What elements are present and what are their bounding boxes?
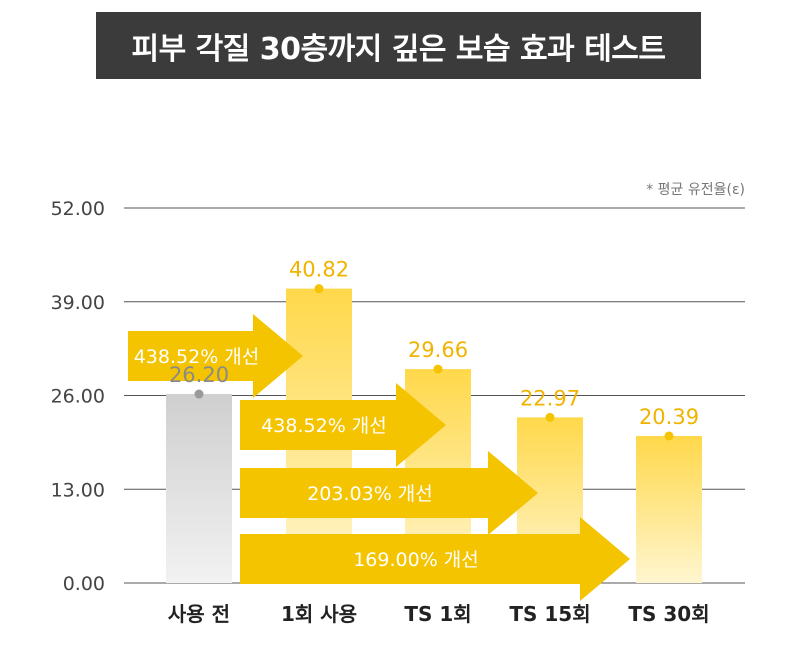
value-label: 22.97 <box>520 386 580 410</box>
data-point <box>433 364 443 374</box>
data-point <box>314 284 324 294</box>
unit-note: * 평균 유전율(ε) <box>646 182 745 198</box>
improvement-label: 438.52% 개선 <box>261 415 387 437</box>
improvement-label: 438.52% 개선 <box>134 346 260 368</box>
y-tick-label: 39.00 <box>51 292 105 314</box>
improvement-arrow <box>240 517 630 601</box>
y-tick-label: 13.00 <box>51 479 105 501</box>
value-label: 29.66 <box>408 338 468 362</box>
bar <box>166 394 232 583</box>
bar <box>636 435 702 583</box>
improvement-arrow <box>240 451 538 535</box>
category-label: TS 15회 <box>509 602 590 626</box>
value-label: 20.39 <box>639 405 699 429</box>
category-label: TS 1회 <box>404 602 471 626</box>
y-tick-label: 26.00 <box>51 386 105 408</box>
y-tick-label: 52.00 <box>51 198 105 220</box>
category-label: TS 30회 <box>628 602 709 626</box>
improvement-label: 169.00% 개선 <box>353 549 479 571</box>
improvement-arrow <box>128 314 303 398</box>
value-label: 40.82 <box>289 258 349 282</box>
improvement-arrow <box>240 383 446 467</box>
value-label: 26.20 <box>169 363 229 387</box>
chart-title: 피부 각질 30층까지 깊은 보습 효과 테스트 <box>96 12 701 79</box>
category-label: 사용 전 <box>168 602 230 626</box>
y-tick-label: 0.00 <box>63 573 105 595</box>
data-point <box>664 431 674 441</box>
improvement-label: 203.03% 개선 <box>307 483 433 505</box>
category-label: 1회 사용 <box>281 602 357 626</box>
data-point <box>194 389 204 399</box>
data-point <box>545 412 555 422</box>
